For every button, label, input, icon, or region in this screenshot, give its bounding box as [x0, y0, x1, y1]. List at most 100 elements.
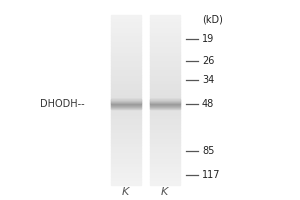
Bar	[150, 60, 180, 63]
Text: 48: 48	[202, 99, 214, 109]
Bar	[150, 104, 180, 105]
Bar	[150, 55, 180, 58]
Bar	[111, 52, 141, 55]
Bar	[111, 75, 141, 77]
Bar	[150, 179, 180, 182]
Bar	[111, 165, 141, 168]
Bar	[150, 18, 180, 21]
Bar	[111, 60, 141, 63]
Bar	[111, 69, 141, 72]
Bar	[150, 75, 180, 77]
Bar	[150, 165, 180, 168]
Bar	[150, 58, 180, 60]
Bar	[111, 145, 141, 148]
Text: 26: 26	[202, 56, 214, 66]
Bar	[111, 102, 141, 103]
Text: 85: 85	[202, 146, 214, 156]
Bar	[150, 159, 180, 162]
Bar	[150, 46, 180, 49]
Bar	[111, 173, 141, 176]
Bar	[111, 32, 141, 35]
Bar	[150, 137, 180, 140]
Bar	[150, 128, 180, 131]
Bar	[150, 157, 180, 159]
Bar	[150, 173, 180, 176]
Bar	[111, 89, 141, 92]
Bar	[111, 100, 141, 103]
Text: 117: 117	[202, 170, 220, 180]
Bar	[111, 27, 141, 29]
Bar	[111, 49, 141, 52]
Bar	[150, 101, 180, 102]
Bar	[150, 41, 180, 43]
Bar	[111, 171, 141, 173]
Bar	[150, 72, 180, 75]
Bar	[111, 15, 141, 18]
Bar	[111, 63, 141, 66]
Bar	[111, 154, 141, 157]
Bar	[150, 32, 180, 35]
Bar	[150, 24, 180, 27]
Bar	[111, 66, 141, 69]
Bar	[111, 43, 141, 46]
Bar	[111, 114, 141, 117]
Bar	[150, 171, 180, 173]
Bar	[111, 104, 141, 105]
Bar	[150, 29, 180, 32]
Bar	[111, 159, 141, 162]
Bar	[150, 97, 180, 100]
Bar	[111, 134, 141, 137]
Text: DHODH--: DHODH--	[40, 99, 85, 109]
Bar	[111, 86, 141, 89]
Bar	[150, 80, 180, 83]
Bar	[111, 128, 141, 131]
Bar	[150, 21, 180, 24]
Bar	[150, 52, 180, 55]
Bar	[111, 182, 141, 185]
Bar	[111, 38, 141, 41]
Bar	[111, 117, 141, 120]
Bar	[111, 142, 141, 145]
Bar	[111, 58, 141, 60]
Bar	[150, 99, 180, 100]
Bar	[111, 24, 141, 27]
Bar	[150, 131, 180, 134]
Bar	[150, 134, 180, 137]
Bar	[150, 35, 180, 38]
Bar	[111, 157, 141, 159]
Bar	[150, 92, 180, 94]
Bar	[111, 120, 141, 123]
Text: $\mathit{K}$: $\mathit{K}$	[121, 185, 131, 197]
Bar	[111, 108, 141, 109]
Bar	[150, 151, 180, 154]
Bar	[150, 125, 180, 128]
Bar	[150, 105, 180, 106]
Bar	[150, 63, 180, 66]
Bar	[111, 131, 141, 134]
Bar	[111, 103, 141, 104]
Bar	[111, 103, 141, 106]
Bar	[150, 107, 180, 108]
Bar	[111, 77, 141, 80]
Bar	[111, 29, 141, 32]
Bar	[150, 123, 180, 125]
Bar	[150, 94, 180, 97]
Bar	[111, 123, 141, 125]
Bar	[111, 106, 141, 108]
Bar	[111, 80, 141, 83]
Bar	[150, 103, 180, 106]
Bar	[150, 103, 180, 104]
Bar	[150, 83, 180, 86]
Bar	[150, 162, 180, 165]
Bar	[150, 69, 180, 72]
Bar	[111, 148, 141, 151]
Bar	[111, 83, 141, 86]
Bar	[150, 100, 180, 103]
Bar	[111, 140, 141, 142]
Bar	[150, 114, 180, 117]
Bar	[111, 111, 141, 114]
Bar	[150, 176, 180, 179]
Bar	[150, 15, 180, 18]
Bar	[111, 72, 141, 75]
Bar	[150, 89, 180, 92]
